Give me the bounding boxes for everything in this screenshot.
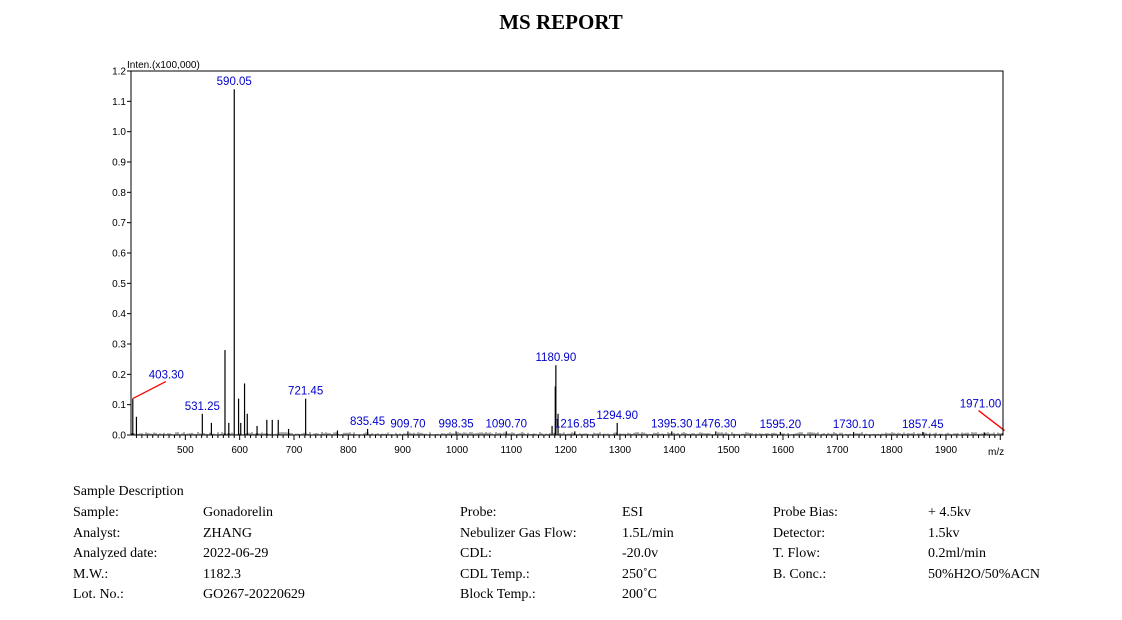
peak-label: 1294.90 — [596, 410, 638, 422]
mass-spectrum-chart: 403.30 531.25 590.05 721.45 835.45 909.70 998.… — [112, 60, 1005, 458]
peak-label: 998.35 — [438, 418, 473, 430]
peaks-layer — [132, 89, 986, 435]
info-value: ZHANG — [203, 525, 252, 541]
peak-label: 590.05 — [217, 76, 252, 88]
info-value: 1.5kv — [928, 525, 960, 541]
y-tick-label: 1.0 — [112, 127, 126, 138]
info-label: CDL: — [460, 546, 492, 561]
peak-label: 403.30 — [149, 370, 184, 382]
label-callout-line — [978, 410, 1005, 432]
info-value: 250˚C — [622, 566, 657, 582]
info-label: T. Flow: — [773, 546, 821, 561]
info-label: M.W.: — [73, 566, 109, 582]
info-label: Block Temp.: — [460, 587, 536, 602]
info-value: 50%H2O/50%ACN — [928, 566, 1040, 582]
peak-label: 1730.10 — [833, 419, 875, 431]
info-value: ESI — [622, 505, 643, 520]
info-label: Probe Bias: — [773, 505, 838, 520]
peak-label: 1216.85 — [554, 418, 596, 430]
y-tick-label: 0.7 — [112, 218, 126, 229]
x-tick-label: 600 — [231, 445, 248, 456]
x-tick-label: 1100 — [501, 445, 523, 456]
x-tick-label: 900 — [394, 445, 411, 456]
info-label: Nebulizer Gas Flow: — [460, 525, 577, 541]
x-tick-label: 700 — [286, 445, 303, 456]
report-title: MS REPORT — [499, 10, 623, 34]
info-value: + 4.5kv — [928, 505, 971, 520]
y-tick-label: 0.8 — [112, 188, 126, 199]
info-label: CDL Temp.: — [460, 566, 530, 582]
peak-label: 835.45 — [350, 416, 385, 428]
peak-label: 1090.70 — [485, 418, 527, 430]
callouts-layer — [132, 381, 1005, 432]
peak-label: 1971.00 — [960, 399, 1002, 411]
peak-label: 1857.45 — [902, 419, 944, 431]
section-title: Sample Description — [73, 484, 184, 499]
info-label: Detector: — [773, 525, 826, 541]
y-tick-label: 0.0 — [112, 431, 126, 442]
y-tick-label: 0.5 — [112, 279, 126, 290]
x-axis-label: m/z — [988, 447, 1004, 458]
info-label: Analyzed date: — [73, 546, 158, 561]
peak-labels-layer: 403.30 531.25 590.05 721.45 835.45 909.70 998.… — [149, 76, 1002, 431]
info-value: GO267-20220629 — [203, 587, 305, 602]
y-axis: 0.0 0.1 0.2 0.3 0.4 0.5 0.6 0.7 0.8 0.9 1.0 1.1 1.2 — [112, 67, 131, 442]
peak-label: 531.25 — [185, 401, 220, 413]
x-tick-label: 1700 — [826, 445, 849, 456]
y-tick-label: 0.4 — [112, 309, 126, 320]
y-tick-label: 0.1 — [112, 400, 126, 411]
x-tick-label: 1800 — [880, 445, 903, 456]
info-value: 0.2ml/min — [928, 546, 986, 561]
y-tick-label: 0.6 — [112, 249, 126, 260]
y-tick-label: 1.1 — [112, 97, 126, 108]
info-value: 200˚C — [622, 587, 657, 602]
y-tick-label: 0.9 — [112, 158, 126, 169]
peak-label: 909.70 — [390, 418, 425, 430]
info-label: Analyst: — [73, 525, 121, 541]
plot-frame — [130, 70, 1004, 436]
x-tick-label: 1400 — [663, 445, 686, 456]
info-value: 1.5L/min — [622, 525, 674, 541]
x-tick-label: 1600 — [772, 445, 795, 456]
info-label: Lot. No.: — [73, 587, 124, 602]
y-axis-label: Inten.(x100,000) — [127, 60, 200, 71]
x-tick-label: 1000 — [446, 445, 469, 456]
x-tick-label: 1500 — [718, 445, 741, 456]
x-tick-label: 800 — [340, 445, 357, 456]
info-label: Sample: — [73, 505, 119, 520]
y-tick-label: 0.3 — [112, 340, 126, 351]
peak-label: 1180.90 — [536, 352, 577, 364]
peak-label: 1476.30 — [695, 418, 737, 430]
info-value: 2022-06-29 — [203, 546, 269, 561]
label-callout-line — [132, 381, 167, 400]
peak-label: 721.45 — [288, 386, 323, 398]
x-tick-label: 500 — [177, 445, 194, 456]
info-value: -20.0v — [622, 546, 659, 561]
y-tick-label: 0.2 — [112, 370, 126, 381]
y-tick-label: 1.2 — [112, 67, 126, 78]
x-tick-label: 1200 — [555, 445, 578, 456]
peak-label: 1595.20 — [760, 419, 802, 431]
x-axis: 500 600 700 800 900 1000 1100 1200 1300 1400 1500 1… — [135, 435, 1001, 456]
info-value: Gonadorelin — [203, 505, 273, 520]
x-tick-label: 1300 — [609, 445, 632, 456]
info-label: B. Conc.: — [773, 566, 827, 582]
info-label: Probe: — [460, 505, 497, 520]
info-value: 1182.3 — [203, 566, 241, 582]
peak-label: 1395.30 — [651, 418, 693, 430]
x-tick-label: 1900 — [935, 445, 958, 456]
